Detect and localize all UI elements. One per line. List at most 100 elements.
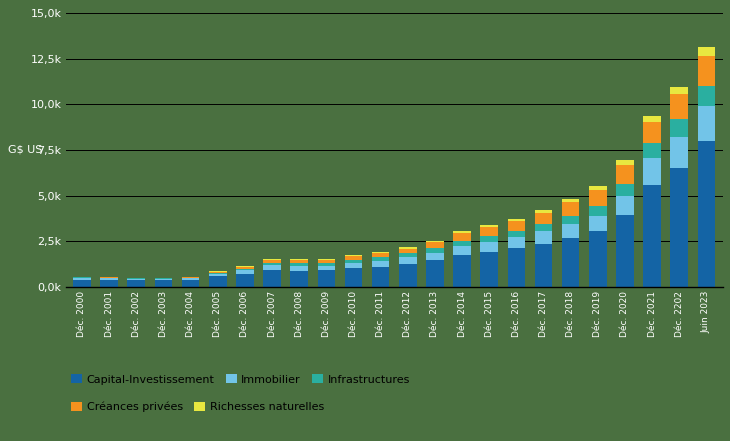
Bar xyxy=(73,278,91,280)
Bar xyxy=(264,270,281,287)
Bar xyxy=(426,243,444,248)
Bar xyxy=(507,219,525,221)
Bar xyxy=(291,271,308,287)
Bar xyxy=(73,280,91,287)
Bar xyxy=(507,248,525,287)
Bar xyxy=(453,255,471,287)
Bar xyxy=(562,202,580,216)
Bar xyxy=(480,242,498,252)
Bar xyxy=(507,221,525,231)
Bar xyxy=(643,158,661,185)
Bar xyxy=(589,206,607,216)
Bar xyxy=(318,258,335,260)
Bar xyxy=(698,56,715,86)
Bar xyxy=(698,86,715,106)
Bar xyxy=(236,267,254,269)
Bar xyxy=(399,257,417,264)
Bar xyxy=(670,94,688,120)
Bar xyxy=(100,280,118,287)
Bar xyxy=(399,264,417,287)
Bar xyxy=(534,210,553,213)
Bar xyxy=(616,183,634,195)
Bar xyxy=(480,228,498,235)
Bar xyxy=(236,274,254,287)
Bar xyxy=(182,278,199,280)
Bar xyxy=(670,87,688,94)
Bar xyxy=(318,263,335,265)
Bar xyxy=(264,263,281,265)
Bar xyxy=(399,249,417,253)
Bar xyxy=(264,260,281,263)
Bar xyxy=(345,256,362,260)
Bar xyxy=(318,265,335,270)
Bar xyxy=(426,241,444,243)
Bar xyxy=(209,273,226,274)
Bar xyxy=(453,240,471,246)
Bar xyxy=(480,235,498,242)
Bar xyxy=(643,116,661,122)
Bar xyxy=(670,137,688,168)
Bar xyxy=(100,278,118,280)
Bar xyxy=(291,265,308,271)
Bar xyxy=(453,246,471,255)
Bar xyxy=(236,265,254,267)
Bar xyxy=(345,260,362,263)
Bar xyxy=(562,238,580,287)
Bar xyxy=(372,253,389,257)
Bar xyxy=(589,186,607,190)
Bar xyxy=(236,270,254,274)
Bar xyxy=(698,47,715,56)
Bar xyxy=(372,257,389,261)
Y-axis label: G$ US: G$ US xyxy=(8,145,42,155)
Bar xyxy=(318,260,335,263)
Bar xyxy=(562,216,580,224)
Bar xyxy=(345,263,362,269)
Bar xyxy=(318,270,335,287)
Bar xyxy=(399,247,417,249)
Bar xyxy=(209,272,226,273)
Bar xyxy=(372,252,389,253)
Bar xyxy=(182,280,199,287)
Bar xyxy=(426,248,444,253)
Bar xyxy=(209,271,226,272)
Bar xyxy=(643,122,661,142)
Bar xyxy=(589,216,607,231)
Bar xyxy=(372,267,389,287)
Bar xyxy=(480,252,498,287)
Bar xyxy=(372,261,389,267)
Bar xyxy=(209,277,226,287)
Bar xyxy=(616,161,634,165)
Bar xyxy=(670,120,688,137)
Bar xyxy=(589,190,607,206)
Bar xyxy=(426,260,444,287)
Bar xyxy=(399,253,417,257)
Bar xyxy=(209,274,226,277)
Bar xyxy=(426,253,444,260)
Bar xyxy=(507,231,525,237)
Bar xyxy=(264,265,281,270)
Bar xyxy=(616,165,634,183)
Bar xyxy=(291,260,308,263)
Bar xyxy=(453,233,471,240)
Bar xyxy=(616,215,634,287)
Bar xyxy=(291,263,308,265)
Bar xyxy=(534,224,553,232)
Bar xyxy=(182,277,199,278)
Bar xyxy=(480,225,498,228)
Legend: Créances privées, Richesses naturelles: Créances privées, Richesses naturelles xyxy=(72,402,324,412)
Bar xyxy=(534,213,553,224)
Bar xyxy=(616,195,634,215)
Bar xyxy=(643,185,661,287)
Bar xyxy=(345,255,362,256)
Bar xyxy=(670,168,688,287)
Bar xyxy=(291,259,308,260)
Bar xyxy=(643,142,661,158)
Bar xyxy=(128,280,145,287)
Bar xyxy=(589,231,607,287)
Bar xyxy=(155,280,172,287)
Bar xyxy=(128,279,145,280)
Bar xyxy=(698,141,715,287)
Bar xyxy=(236,269,254,270)
Bar xyxy=(264,259,281,260)
Bar xyxy=(534,244,553,287)
